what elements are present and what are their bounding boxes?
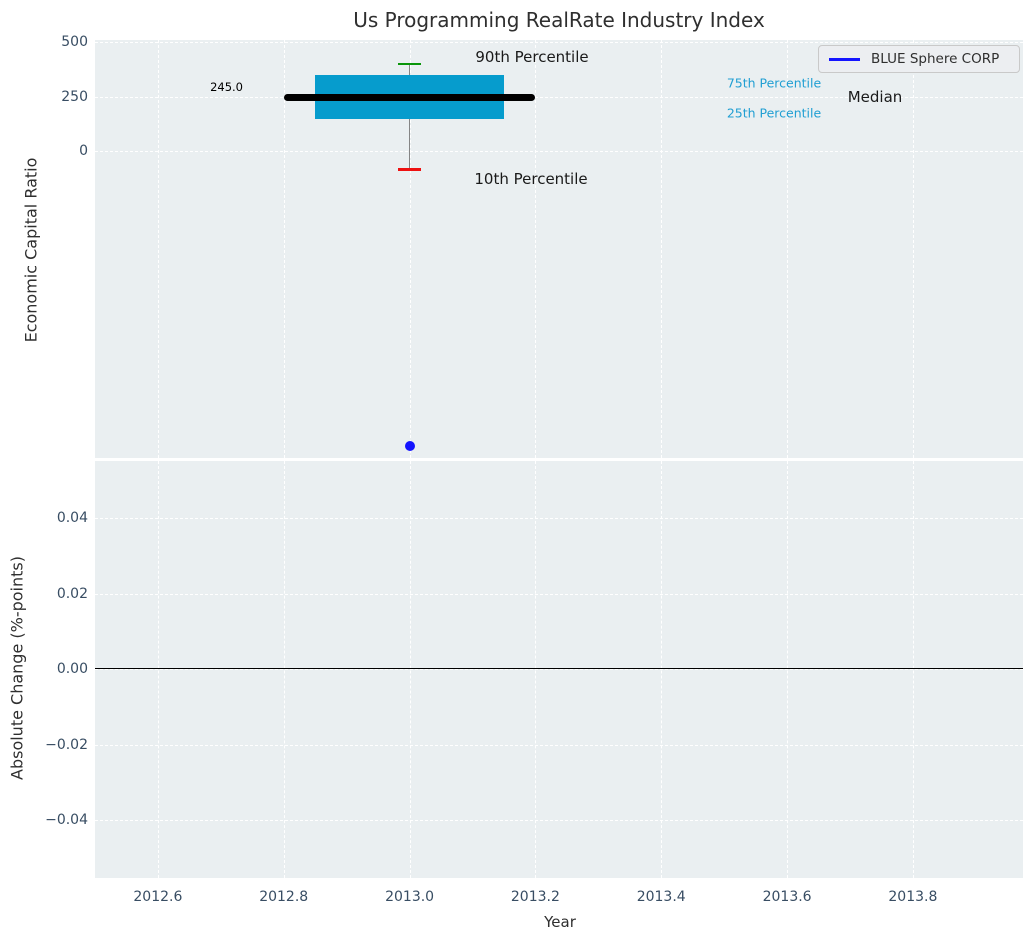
- gridline-horizontal: [95, 593, 1023, 595]
- x-axis-label: Year: [544, 913, 576, 931]
- gridline-horizontal: [95, 744, 1023, 746]
- gridline-vertical: [787, 40, 789, 458]
- top-y-axis-label: Economic Capital Ratio: [21, 157, 41, 343]
- p90-cap: [397, 62, 422, 66]
- x-tick-label: 2012.8: [259, 889, 309, 905]
- company-point: [404, 441, 415, 451]
- bottom-axes-plot-layer: [95, 461, 1023, 878]
- p10-annotation: 10th Percentile: [474, 170, 588, 188]
- top-axes: 245.0 90th Percentile 10th Percentile 75…: [95, 40, 1023, 458]
- gridline-vertical: [409, 40, 411, 458]
- gridline-vertical: [283, 40, 285, 458]
- legend-line-sample: [829, 57, 860, 61]
- y-tick-label: 500: [61, 34, 88, 51]
- y-tick-label: 0.04: [56, 510, 88, 526]
- median-line: [283, 94, 536, 102]
- gridline-horizontal: [95, 42, 1023, 44]
- x-tick-label: 2012.6: [133, 889, 183, 905]
- p25-annotation: 25th Percentile: [726, 105, 822, 121]
- gridline-vertical: [661, 40, 663, 458]
- gridline-vertical: [912, 40, 914, 458]
- gridline-horizontal: [95, 820, 1023, 822]
- y-tick-label: 0: [79, 143, 88, 159]
- x-tick-label: 2013.4: [636, 889, 686, 905]
- x-tick-label: 2013.0: [385, 889, 435, 905]
- y-tick-label: 0.02: [56, 585, 88, 602]
- legend-label: BLUE Sphere CORP: [871, 51, 1000, 67]
- gridline-horizontal: [95, 151, 1023, 152]
- median-value-label: 245.0: [210, 80, 243, 94]
- chart-title: Us Programming RealRate Industry Index: [353, 8, 765, 32]
- y-tick-label: 250: [61, 88, 88, 105]
- p90-annotation: 90th Percentile: [475, 48, 589, 66]
- x-tick-label: 2013.8: [888, 889, 938, 905]
- legend: BLUE Sphere CORP: [818, 45, 1020, 73]
- gridline-horizontal: [95, 518, 1023, 519]
- gridline-vertical: [157, 40, 159, 458]
- y-tick-label: 0.00: [56, 661, 88, 678]
- gridline-vertical: [535, 40, 537, 458]
- y-tick-label: −0.02: [45, 736, 88, 753]
- top-axes-plot-layer: [95, 40, 1023, 458]
- median-annotation: Median: [847, 88, 903, 106]
- p10-cap: [397, 168, 422, 171]
- zero-line: [95, 668, 1023, 670]
- x-tick-label: 2013.6: [762, 889, 812, 905]
- gridline-horizontal: [95, 669, 1023, 671]
- bottom-axes: [95, 461, 1023, 878]
- y-tick-label: −0.04: [45, 812, 88, 829]
- gridline-horizontal: [95, 96, 1023, 98]
- p75-annotation: 75th Percentile: [726, 75, 822, 91]
- x-tick-label: 2013.2: [510, 889, 560, 905]
